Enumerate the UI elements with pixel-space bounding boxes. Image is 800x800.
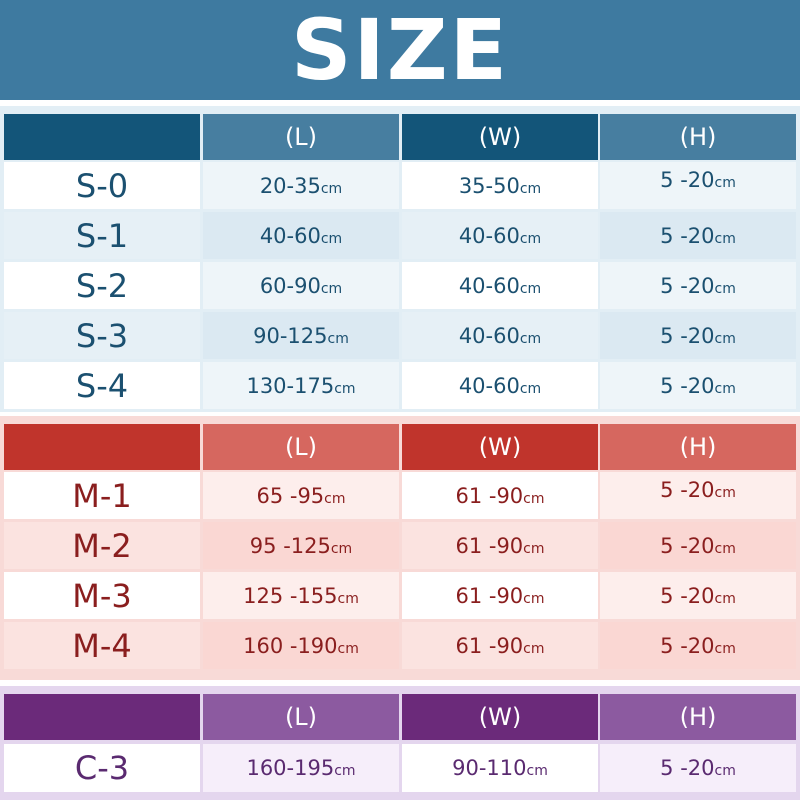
width-value: 61 -90cm: [455, 583, 545, 608]
height-value: 5 -20cm: [660, 756, 736, 780]
size-label: C-3: [74, 749, 130, 787]
table-row: S-2 60-90cm 40-60cm 5 -20cm: [0, 262, 800, 309]
table-row: M-3 125 -155cm 61 -90cm 5 -20cm: [0, 572, 800, 619]
width-value: 35-50cm: [458, 173, 542, 198]
size-label: S-4: [75, 366, 129, 405]
header-blank-cell: [4, 114, 200, 160]
size-label: S-1: [75, 216, 129, 255]
header-height: (H): [600, 114, 796, 160]
size-table-s: (L) (W) (H) S-0 20-35cm 35-50cm 5 -20cm …: [0, 106, 800, 412]
page-title: SIZE: [290, 1, 510, 99]
width-value: 61 -90cm: [455, 633, 545, 658]
table-row: S-3 90-125cm 40-60cm 5 -20cm: [0, 312, 800, 359]
size-label: S-3: [75, 316, 129, 355]
size-label: M-3: [72, 576, 132, 615]
size-label: M-4: [72, 626, 132, 665]
title-banner: SIZE: [0, 0, 800, 100]
length-value: 95 -125cm: [249, 533, 353, 558]
width-value: 40-60cm: [458, 273, 542, 298]
header-height: (H): [600, 424, 796, 470]
table-row: S-1 40-60cm 40-60cm 5 -20cm: [0, 212, 800, 259]
height-value: 5 -20cm: [660, 633, 736, 658]
length-value: 20-35cm: [259, 173, 343, 198]
width-value: 61 -90cm: [455, 483, 545, 508]
table-row: S-0 20-35cm 35-50cm 5 -20cm: [0, 162, 800, 209]
height-value: 5 -20cm: [660, 323, 736, 348]
size-label: M-2: [72, 526, 132, 565]
width-value: 61 -90cm: [455, 533, 545, 558]
length-value: 90-125cm: [253, 323, 349, 348]
size-table-c: (L) (W) (H) C-3 160-195cm 90-110cm 5 -20…: [0, 686, 800, 800]
header-width: (W): [402, 424, 598, 470]
height-value: 5 -20cm: [660, 168, 736, 192]
length-value: 40-60cm: [259, 223, 343, 248]
width-value: 90-110cm: [452, 756, 548, 780]
width-value: 40-60cm: [458, 223, 542, 248]
height-value: 5 -20cm: [660, 373, 736, 398]
header-blank-cell: [4, 424, 200, 470]
length-value: 65 -95cm: [256, 483, 346, 508]
header-width: (W): [402, 114, 598, 160]
header-length: (L): [203, 694, 399, 740]
length-value: 125 -155cm: [243, 583, 359, 608]
header-width: (W): [402, 694, 598, 740]
height-value: 5 -20cm: [660, 533, 736, 558]
height-value: 5 -20cm: [660, 478, 736, 502]
table-row: S-4 130-175cm 40-60cm 5 -20cm: [0, 362, 800, 409]
table-row: M-2 95 -125cm 61 -90cm 5 -20cm: [0, 522, 800, 569]
header-length: (L): [203, 114, 399, 160]
size-table-m: (L) (W) (H) M-1 65 -95cm 61 -90cm 5 -20c…: [0, 416, 800, 680]
table-row: M-1 65 -95cm 61 -90cm 5 -20cm: [0, 472, 800, 519]
header-height: (H): [600, 694, 796, 740]
length-value: 60-90cm: [259, 273, 343, 298]
length-value: 160 -190cm: [243, 633, 359, 658]
table-row: C-3 160-195cm 90-110cm 5 -20cm: [0, 744, 800, 792]
height-value: 5 -20cm: [660, 273, 736, 298]
size-label: S-0: [75, 166, 129, 205]
width-value: 40-60cm: [458, 373, 542, 398]
width-value: 40-60cm: [458, 323, 542, 348]
length-value: 160-195cm: [246, 756, 356, 780]
size-label: S-2: [75, 266, 129, 305]
header-blank-cell: [4, 694, 200, 740]
height-value: 5 -20cm: [660, 223, 736, 248]
length-value: 130-175cm: [246, 373, 356, 398]
size-label: M-1: [72, 476, 132, 515]
table-row: M-4 160 -190cm 61 -90cm 5 -20cm: [0, 622, 800, 669]
header-length: (L): [203, 424, 399, 470]
height-value: 5 -20cm: [660, 583, 736, 608]
